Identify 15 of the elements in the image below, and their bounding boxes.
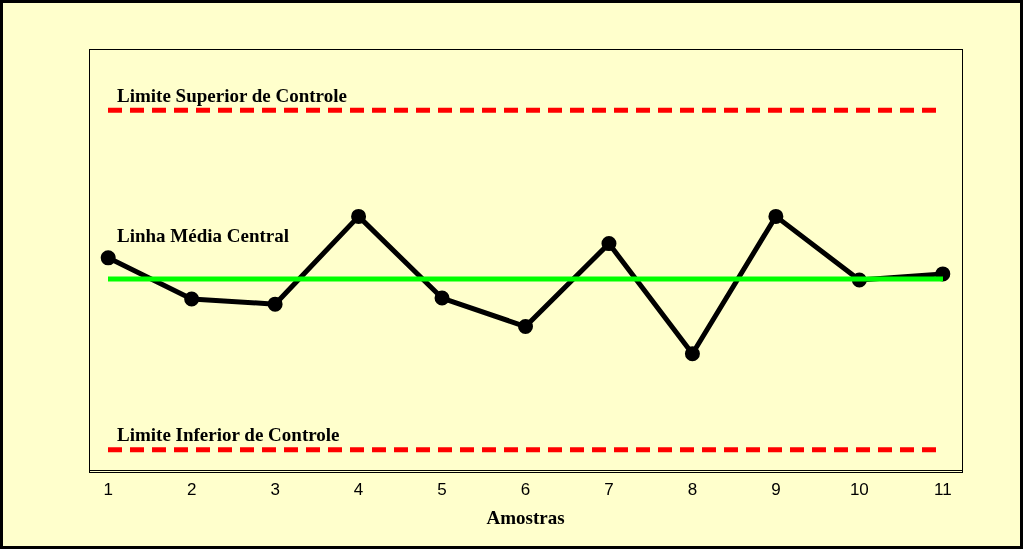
x-tick-label: 4	[353, 479, 364, 499]
x-tick-label: 10	[849, 479, 869, 499]
x-tick-label: 5	[437, 479, 447, 499]
x-tick-label: 3	[270, 479, 280, 499]
ref-line-label: Linha Média Central	[117, 225, 290, 247]
x-tick-label: 2	[186, 479, 197, 499]
x-tick-label: 6	[520, 479, 531, 499]
ref-line-label: Limite Superior de Controle	[117, 84, 347, 106]
ref-line-label: Limite Inferior de Controle	[117, 424, 340, 446]
x-tick-label: 11	[933, 479, 952, 499]
x-tick-label: 8	[687, 479, 698, 499]
x-tick-label: 1	[103, 479, 113, 499]
x-axis-title: Amostras	[486, 506, 565, 528]
x-tick-label: 9	[771, 479, 781, 499]
x-tick-label: 7	[604, 479, 614, 499]
